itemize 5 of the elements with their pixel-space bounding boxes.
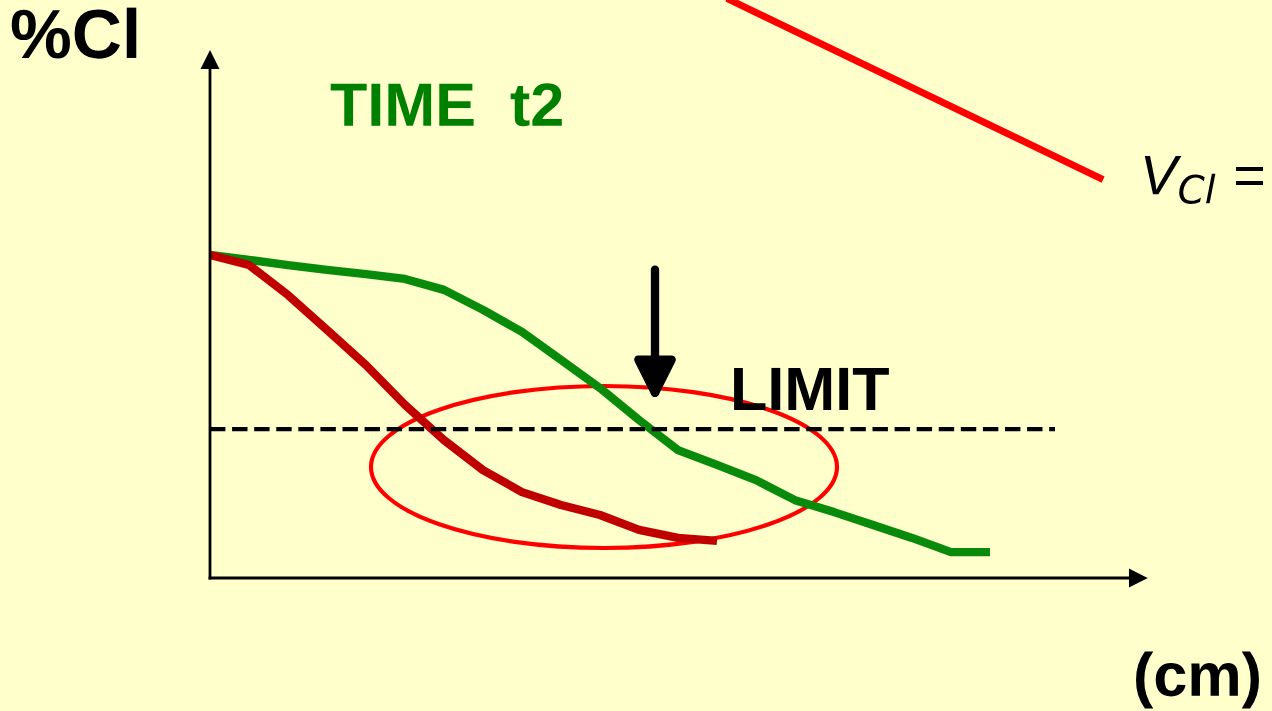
text: V$_{Cl}$ = [1144,156,1264,204]
ref-line-label: LIMIT [734,367,889,410]
y-axis-title: %Cl [11,7,137,59]
chart-title: TIME t2 [330,83,562,127]
x-axis-title: (cm) [1136,651,1259,709]
